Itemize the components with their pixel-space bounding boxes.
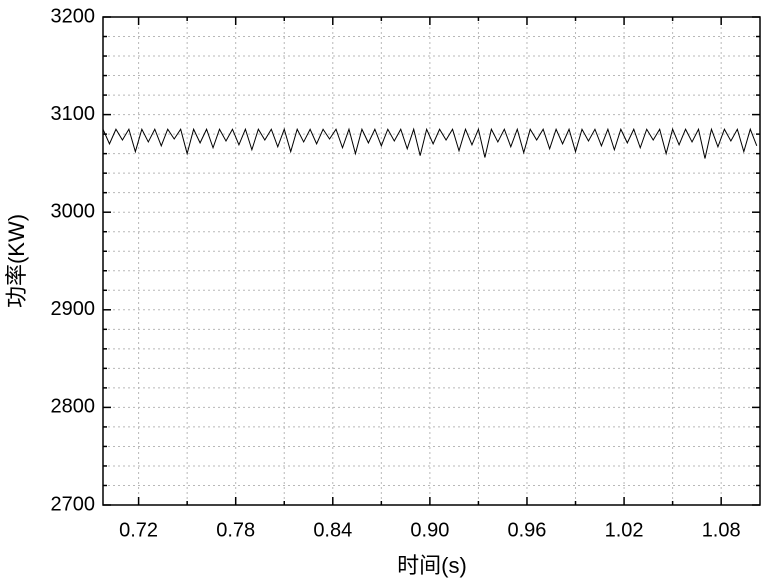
y-tick-label: 2900: [51, 298, 96, 320]
x-tick-label: 0.78: [216, 519, 255, 541]
x-tick-label: 0.84: [313, 519, 352, 541]
x-tick-label: 1.02: [605, 519, 644, 541]
y-tick-label: 2800: [51, 396, 96, 418]
plot-frame: [102, 16, 761, 506]
x-tick-label: 0.96: [508, 519, 547, 541]
x-tick-label: 0.90: [410, 519, 449, 541]
x-tick-label: 1.08: [702, 519, 741, 541]
x-axis-title: 时间(s): [397, 553, 467, 578]
y-tick-label: 3200: [51, 5, 96, 27]
x-tick-label: 0.72: [119, 519, 158, 541]
y-tick-label: 3000: [51, 200, 96, 222]
y-tick-label: 3100: [51, 103, 96, 125]
data-line: [102, 127, 758, 159]
y-tick-label: 2700: [51, 493, 96, 515]
y-axis-title: 功率(KW): [4, 214, 29, 308]
